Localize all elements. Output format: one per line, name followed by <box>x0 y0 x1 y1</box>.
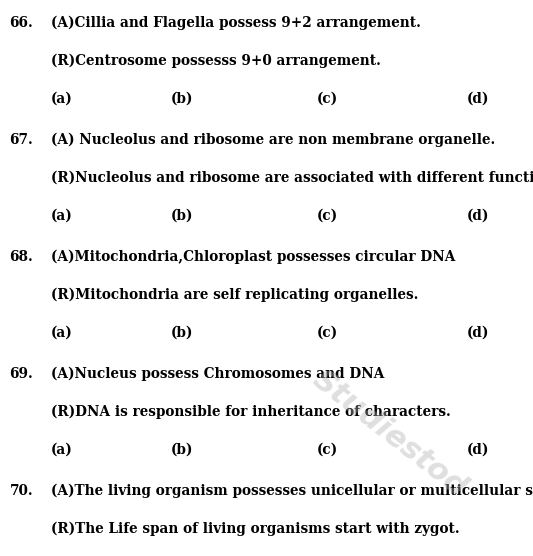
Text: 68.: 68. <box>10 250 34 264</box>
Text: (d): (d) <box>466 209 489 223</box>
Text: (A)Mitochondria,Chloroplast possesses circular DNA: (A)Mitochondria,Chloroplast possesses ci… <box>51 250 455 264</box>
Text: Studiestod: Studiestod <box>306 365 472 503</box>
Text: (R)DNA is responsible for inheritance of characters.: (R)DNA is responsible for inheritance of… <box>51 405 450 419</box>
Text: (R)Centrosome possesss 9+0 arrangement.: (R)Centrosome possesss 9+0 arrangement. <box>51 53 381 68</box>
Text: (R)Nucleolus and ribosome are associated with different functions: (R)Nucleolus and ribosome are associated… <box>51 171 533 185</box>
Text: (A) Nucleolus and ribosome are non membrane organelle.: (A) Nucleolus and ribosome are non membr… <box>51 133 495 147</box>
Text: (A)Cillia and Flagella possess 9+2 arrangement.: (A)Cillia and Flagella possess 9+2 arran… <box>51 16 421 30</box>
Text: (b): (b) <box>171 92 193 106</box>
Text: 70.: 70. <box>10 484 33 498</box>
Text: (a): (a) <box>51 443 72 457</box>
Text: 67.: 67. <box>10 133 34 147</box>
Text: (R)Mitochondria are self replicating organelles.: (R)Mitochondria are self replicating org… <box>51 288 418 302</box>
Text: (a): (a) <box>51 209 72 223</box>
Text: (c): (c) <box>317 92 338 106</box>
Text: (a): (a) <box>51 326 72 340</box>
Text: (b): (b) <box>171 326 193 340</box>
Text: (c): (c) <box>317 443 338 457</box>
Text: (A)Nucleus possess Chromosomes and DNA: (A)Nucleus possess Chromosomes and DNA <box>51 367 384 381</box>
Text: (a): (a) <box>51 92 72 106</box>
Text: (d): (d) <box>466 92 489 106</box>
Text: (c): (c) <box>317 209 338 223</box>
Text: (b): (b) <box>171 443 193 457</box>
Text: (d): (d) <box>466 443 489 457</box>
Text: 66.: 66. <box>10 16 34 29</box>
Text: (A)The living organism possesses unicellular or multicellular structure.: (A)The living organism possesses unicell… <box>51 484 533 498</box>
Text: (c): (c) <box>317 326 338 340</box>
Text: (d): (d) <box>466 326 489 340</box>
Text: 69.: 69. <box>10 367 34 381</box>
Text: (R)The Life span of living organisms start with zygot.: (R)The Life span of living organisms sta… <box>51 522 459 536</box>
Text: (b): (b) <box>171 209 193 223</box>
